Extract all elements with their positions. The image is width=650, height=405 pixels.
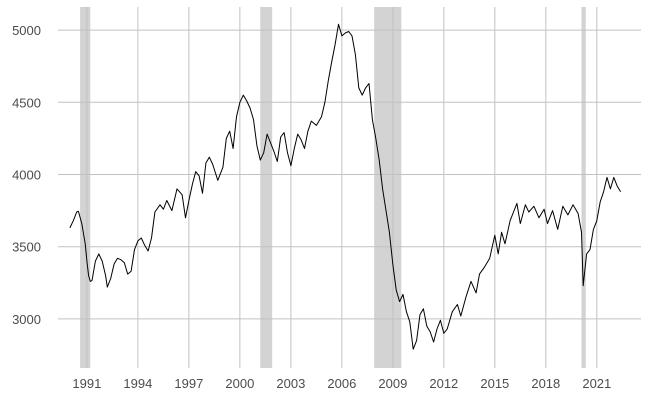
- recession-shading: [80, 7, 586, 368]
- gridlines: [58, 7, 641, 368]
- y-tick-label-3: 4500: [12, 95, 41, 110]
- y-axis-ticks: 3000 3500 4000 4500 5000: [12, 23, 41, 327]
- x-tick-label-10: 2021: [582, 376, 611, 391]
- series-layer: [69, 23, 622, 350]
- x-tick-label-6: 2009: [378, 376, 407, 391]
- y-tick-label-4: 5000: [12, 23, 41, 38]
- y-tick-label-0: 3000: [12, 312, 41, 327]
- x-tick-label-7: 2012: [429, 376, 458, 391]
- x-tick-label-5: 2006: [327, 376, 356, 391]
- shaded-period-0: [80, 7, 91, 368]
- x-tick-label-4: 2003: [276, 376, 305, 391]
- shaded-period-2: [374, 7, 402, 368]
- x-tick-label-2: 1997: [174, 376, 203, 391]
- shaded-period-3: [581, 7, 586, 368]
- x-axis-ticks: 1991 1994 1997 2000 2003 2006 2009 2012 2015 2018…: [72, 376, 611, 391]
- y-tick-label-1: 3500: [12, 240, 41, 255]
- y-tick-label-2: 4000: [12, 168, 41, 183]
- x-tick-label-8: 2015: [480, 376, 509, 391]
- shaded-period-1: [260, 7, 273, 368]
- x-tick-label-1: 1994: [123, 376, 152, 391]
- series-line-0: [69, 23, 622, 350]
- x-tick-label-3: 2000: [225, 376, 254, 391]
- x-tick-label-9: 2018: [531, 376, 560, 391]
- x-tick-label-0: 1991: [72, 376, 101, 391]
